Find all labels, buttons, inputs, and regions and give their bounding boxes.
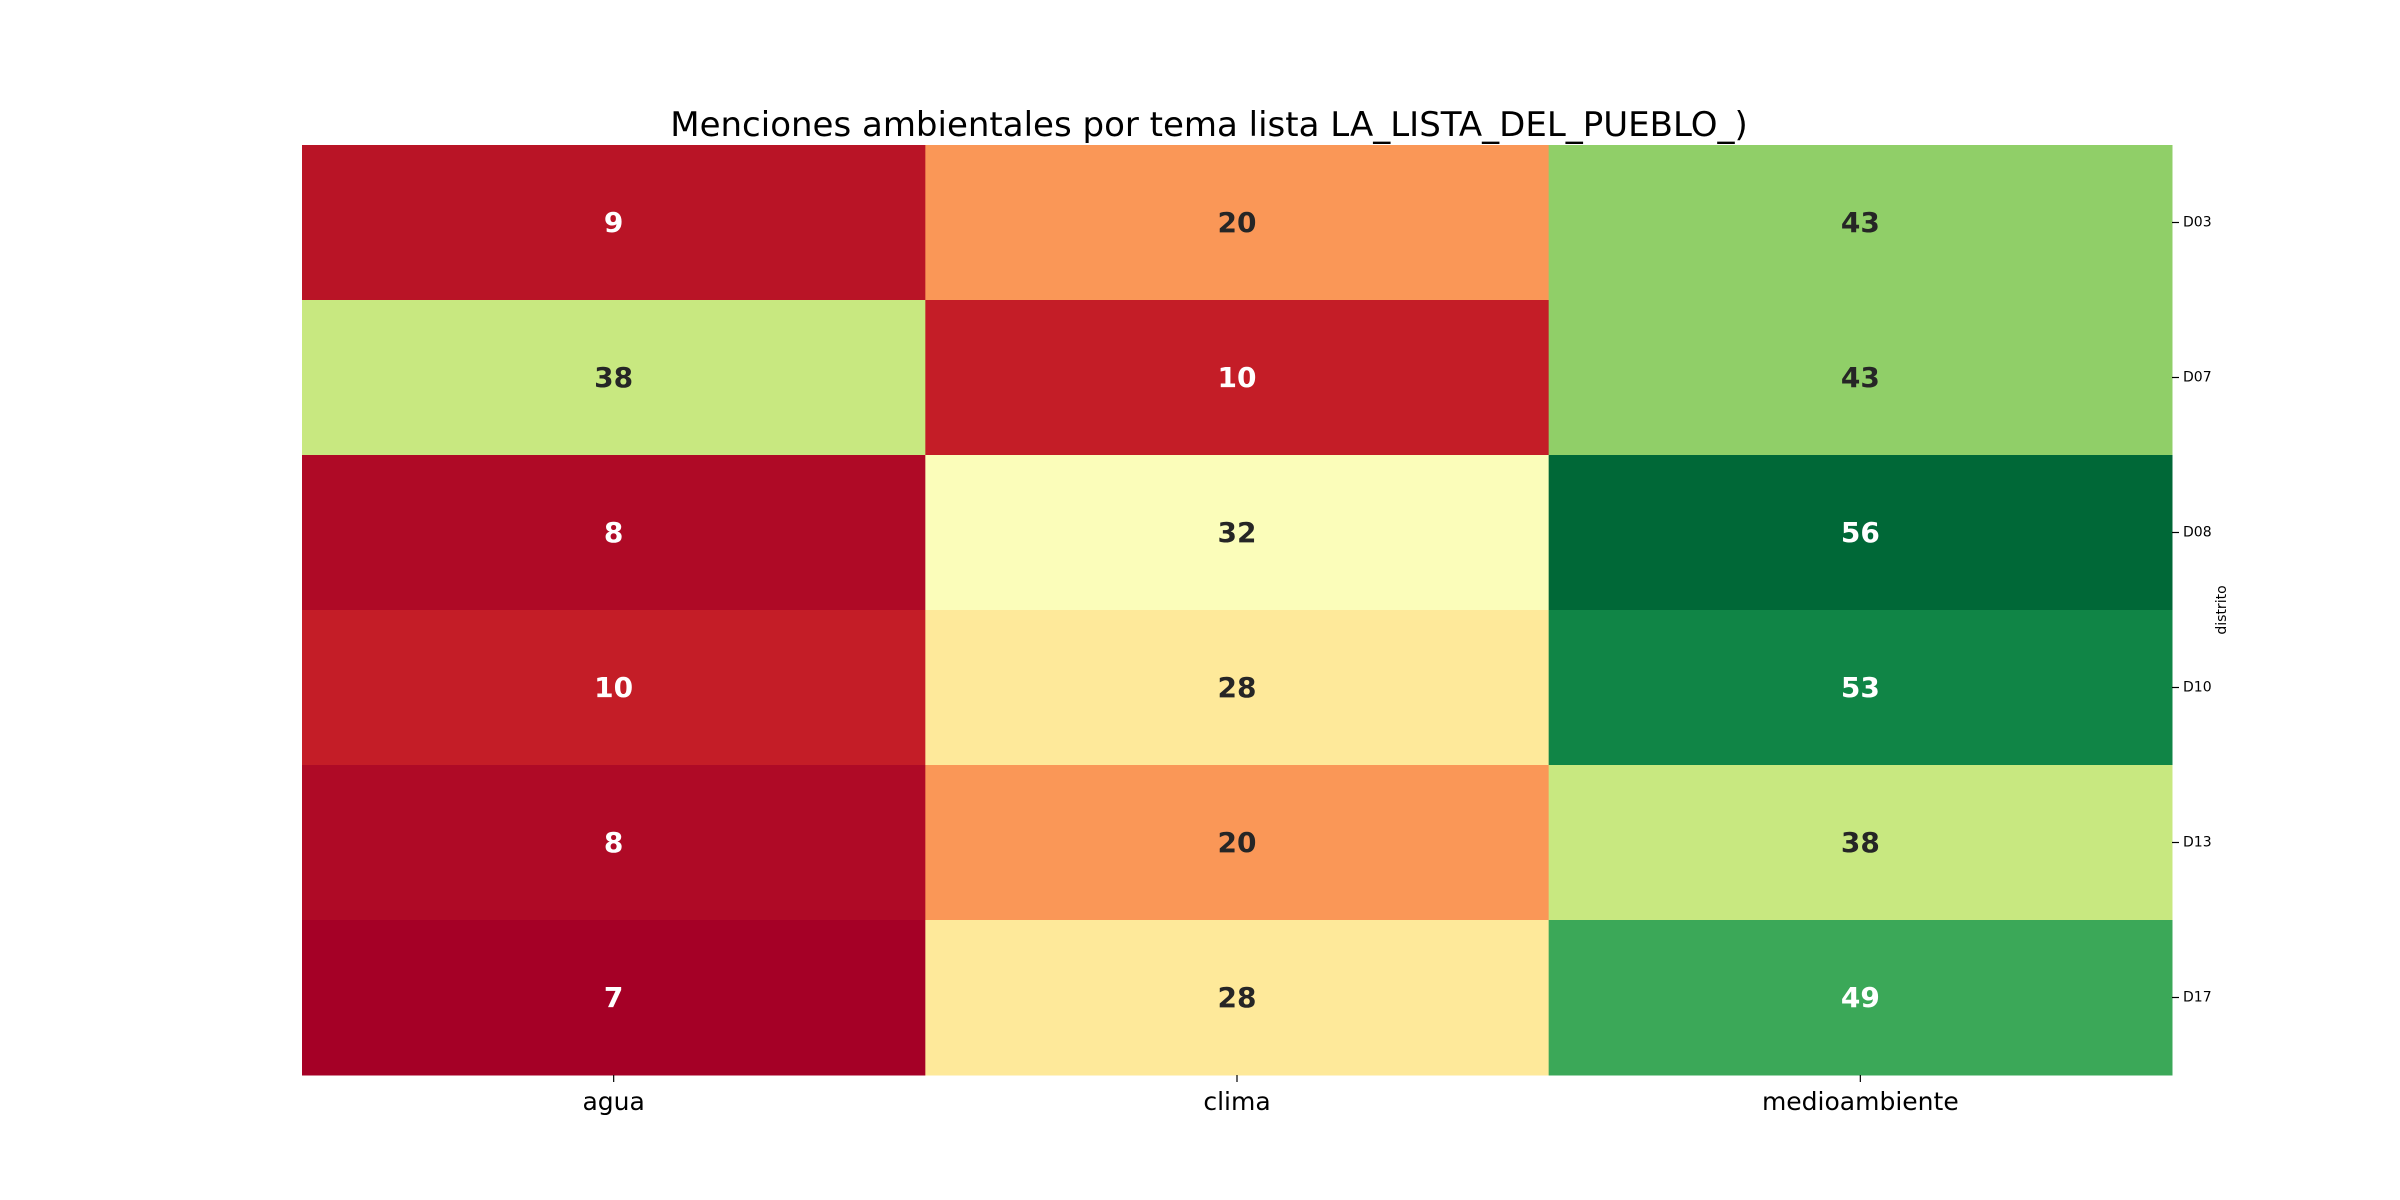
heatmap-cell bbox=[302, 455, 926, 611]
cell-value-label: 10 bbox=[594, 671, 633, 704]
cell-value-label: 7 bbox=[604, 981, 623, 1014]
x-tick-label: medioambiente bbox=[1762, 1087, 1959, 1116]
y-axis-ticks: D03 D07 D08 D10 D13 D17 bbox=[2172, 215, 2212, 1006]
x-tick-label: clima bbox=[1203, 1087, 1270, 1116]
cell-value-label: 32 bbox=[1218, 516, 1257, 549]
x-axis-ticks: agua clima medioambiente bbox=[582, 1075, 1959, 1116]
cell-value-label: 28 bbox=[1218, 981, 1257, 1014]
cell-value-label: 56 bbox=[1841, 516, 1880, 549]
cell-value-label: 43 bbox=[1841, 206, 1880, 239]
heatmap-cell bbox=[925, 920, 1550, 1076]
y-tick-label: D07 bbox=[2183, 370, 2212, 386]
cell-value-label: 49 bbox=[1841, 981, 1880, 1014]
cell-value-labels: 9 20 43 38 10 43 8 32 56 10 28 53 8 20 38 7 28 49 bbox=[594, 206, 1880, 1014]
x-tick-label: agua bbox=[582, 1087, 644, 1116]
heatmap-cell bbox=[1548, 300, 2173, 456]
y-tick-label: D17 bbox=[2183, 990, 2212, 1006]
heatmap-cell bbox=[1548, 765, 2173, 921]
cell-value-label: 53 bbox=[1841, 671, 1880, 704]
heatmap-cell bbox=[1548, 145, 2173, 301]
cell-value-label: 43 bbox=[1841, 361, 1880, 394]
heatmap-cell bbox=[925, 765, 1550, 921]
cell-value-label: 38 bbox=[594, 361, 633, 394]
heatmap-cell bbox=[302, 145, 926, 301]
heatmap-cell bbox=[925, 610, 1550, 766]
chart-title: Menciones ambientales por tema lista LA_… bbox=[670, 105, 1747, 145]
heatmap-cell bbox=[925, 300, 1550, 456]
cell-value-label: 8 bbox=[604, 516, 623, 549]
heatmap-cell bbox=[1548, 455, 2173, 611]
cell-value-label: 8 bbox=[604, 826, 623, 859]
heatmap-cell bbox=[302, 300, 926, 456]
heatmap-cell bbox=[925, 455, 1550, 611]
heatmap-cell bbox=[302, 765, 926, 921]
cell-value-label: 20 bbox=[1218, 206, 1257, 239]
y-tick-label: D10 bbox=[2183, 680, 2212, 696]
heatmap-cells bbox=[302, 145, 2173, 1076]
heatmap-cell bbox=[1548, 920, 2173, 1076]
heatmap-cell bbox=[925, 145, 1550, 301]
heatmap-cell bbox=[302, 920, 926, 1076]
y-tick-label: D13 bbox=[2183, 835, 2212, 851]
cell-value-label: 9 bbox=[604, 206, 623, 239]
cell-value-label: 38 bbox=[1841, 826, 1880, 859]
cell-value-label: 10 bbox=[1218, 361, 1257, 394]
cell-value-label: 28 bbox=[1218, 671, 1257, 704]
y-axis-label: distrito bbox=[2214, 585, 2230, 634]
y-tick-label: D08 bbox=[2183, 525, 2212, 541]
y-tick-label: D03 bbox=[2183, 215, 2212, 231]
cell-value-label: 20 bbox=[1218, 826, 1257, 859]
heatmap-cell bbox=[302, 610, 926, 766]
heatmap-cell bbox=[1548, 610, 2173, 766]
